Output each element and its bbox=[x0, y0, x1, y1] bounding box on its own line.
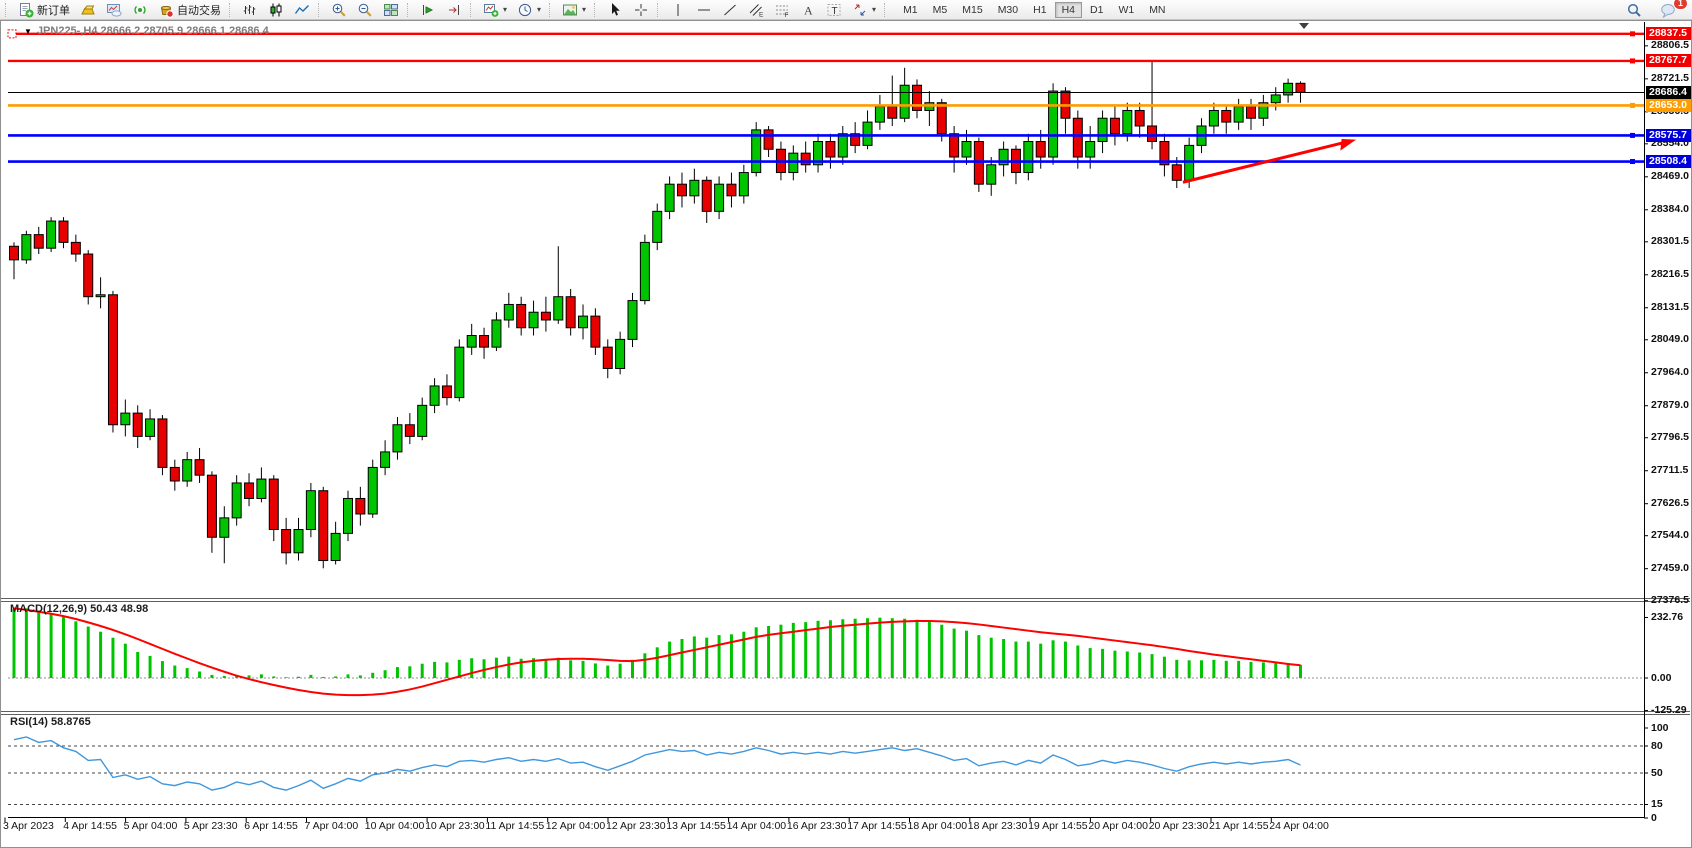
svg-text:E: E bbox=[759, 11, 764, 18]
candlestick-series bbox=[9, 61, 1306, 569]
toolbar-separator bbox=[407, 2, 412, 17]
macd-histogram bbox=[12, 608, 1302, 678]
timeframe-h1[interactable]: H1 bbox=[1026, 2, 1053, 18]
timeframe-m1[interactable]: M1 bbox=[896, 2, 925, 18]
timeframe-h4[interactable]: H4 bbox=[1054, 1, 1082, 18]
main-toolbar: 新订单 自动交易 ▾ ▾ ▾ E F A T ▾ bbox=[0, 0, 1692, 20]
new-chart-icon bbox=[483, 2, 499, 18]
new-chart-button[interactable]: ▾ bbox=[478, 1, 512, 19]
zoom-in-button[interactable] bbox=[326, 1, 352, 19]
dropdown-caret-icon: ▾ bbox=[537, 5, 542, 14]
clock-icon bbox=[517, 2, 533, 18]
gold-ingot-icon bbox=[80, 2, 96, 18]
timeframe-m5[interactable]: M5 bbox=[926, 2, 955, 18]
cursor-button[interactable] bbox=[602, 1, 628, 19]
timeframe-m15[interactable]: M15 bbox=[955, 2, 989, 18]
text-label-icon: T bbox=[826, 2, 842, 18]
svg-text:F: F bbox=[785, 12, 789, 18]
candlestick-chart-button[interactable] bbox=[263, 1, 289, 19]
trend-line-icon bbox=[722, 2, 738, 18]
text-label-button[interactable]: T bbox=[821, 1, 847, 19]
toolbar-separator bbox=[549, 2, 554, 17]
chart-shift-icon bbox=[446, 2, 462, 18]
dropdown-caret-icon: ▾ bbox=[872, 5, 877, 14]
auto-scroll-icon bbox=[420, 2, 436, 18]
toolbar-right: 1 bbox=[1621, 0, 1690, 19]
templates-button[interactable]: ▾ bbox=[557, 1, 591, 19]
new-order-icon bbox=[18, 2, 34, 18]
timeframe-mn[interactable]: MN bbox=[1142, 2, 1172, 18]
toolbar-handle bbox=[5, 2, 10, 17]
vertical-line-icon bbox=[670, 2, 686, 18]
fibonacci-icon: F bbox=[774, 2, 790, 18]
text-a-icon: A bbox=[800, 2, 816, 18]
new-order-label: 新订单 bbox=[37, 4, 70, 17]
arrows-button[interactable]: ▾ bbox=[847, 1, 881, 19]
tile-windows-icon bbox=[383, 2, 399, 18]
trend-line-button[interactable] bbox=[717, 1, 743, 19]
text-button[interactable]: A bbox=[795, 1, 821, 19]
line-chart-button[interactable] bbox=[289, 1, 315, 19]
toolbar-separator bbox=[657, 2, 662, 17]
line-chart-icon bbox=[294, 2, 310, 18]
toolbar-separator bbox=[470, 2, 475, 17]
crosshair-icon bbox=[633, 2, 649, 18]
bar-chart-icon bbox=[242, 2, 258, 18]
channel-icon: E bbox=[748, 2, 764, 18]
chart-shift-button[interactable] bbox=[441, 1, 467, 19]
dropdown-caret-icon: ▾ bbox=[503, 5, 508, 14]
signal-icon bbox=[132, 2, 148, 18]
equidistant-channel-button[interactable]: E bbox=[743, 1, 769, 19]
rsi-line bbox=[13, 736, 1301, 791]
auto-trading-label: 自动交易 bbox=[177, 4, 221, 17]
signals-button[interactable] bbox=[127, 1, 153, 19]
shift-end-marker[interactable] bbox=[1299, 23, 1309, 29]
cursor-icon bbox=[607, 2, 623, 18]
periods-button[interactable]: ▾ bbox=[512, 1, 546, 19]
bar-chart-button[interactable] bbox=[237, 1, 263, 19]
zoom-out-button[interactable] bbox=[352, 1, 378, 19]
vertical-line-button[interactable] bbox=[665, 1, 691, 19]
arrows-icon bbox=[852, 2, 868, 18]
dropdown-caret-icon: ▾ bbox=[582, 5, 587, 14]
zoom-out-icon bbox=[357, 2, 373, 18]
chart-cloud-icon bbox=[106, 2, 122, 18]
toolbar-separator bbox=[884, 2, 889, 17]
auto-scroll-button[interactable] bbox=[415, 1, 441, 19]
timeframe-group: M1 M5 M15 M30 H1 H4 D1 W1 MN bbox=[896, 1, 1172, 18]
chat-unread-badge: 1 bbox=[1672, 0, 1688, 10]
new-order-button[interactable]: 新订单 bbox=[13, 1, 75, 19]
auto-trading-icon bbox=[158, 2, 174, 18]
horizontal-line-button[interactable] bbox=[691, 1, 717, 19]
toolbar-separator bbox=[594, 2, 599, 17]
search-button[interactable] bbox=[1621, 1, 1647, 19]
template-icon bbox=[562, 2, 578, 18]
auto-trading-button[interactable]: 自动交易 bbox=[153, 1, 226, 19]
candlestick-icon bbox=[268, 2, 284, 18]
svg-text:T: T bbox=[832, 6, 838, 17]
search-icon bbox=[1626, 2, 1642, 18]
annotation-arrow[interactable] bbox=[1182, 140, 1349, 184]
macd-signal-line bbox=[13, 607, 1301, 697]
svg-text:A: A bbox=[804, 3, 813, 17]
timeframe-m30[interactable]: M30 bbox=[991, 2, 1025, 18]
chat-button[interactable]: 1 bbox=[1655, 0, 1688, 19]
crosshair-button[interactable] bbox=[628, 1, 654, 19]
horizontal-line-icon bbox=[696, 2, 712, 18]
tile-windows-button[interactable] bbox=[378, 1, 404, 19]
zoom-in-icon bbox=[331, 2, 347, 18]
chat-icon bbox=[1660, 2, 1677, 18]
fibonacci-button[interactable]: F bbox=[769, 1, 795, 19]
timeframe-w1[interactable]: W1 bbox=[1111, 2, 1141, 18]
chart-window-button[interactable] bbox=[101, 1, 127, 19]
timeframe-d1[interactable]: D1 bbox=[1083, 2, 1110, 18]
market-watch-button[interactable] bbox=[75, 1, 101, 19]
toolbar-separator bbox=[318, 2, 323, 17]
annotation-arrowhead bbox=[1340, 139, 1357, 151]
toolbar-separator bbox=[229, 2, 234, 17]
